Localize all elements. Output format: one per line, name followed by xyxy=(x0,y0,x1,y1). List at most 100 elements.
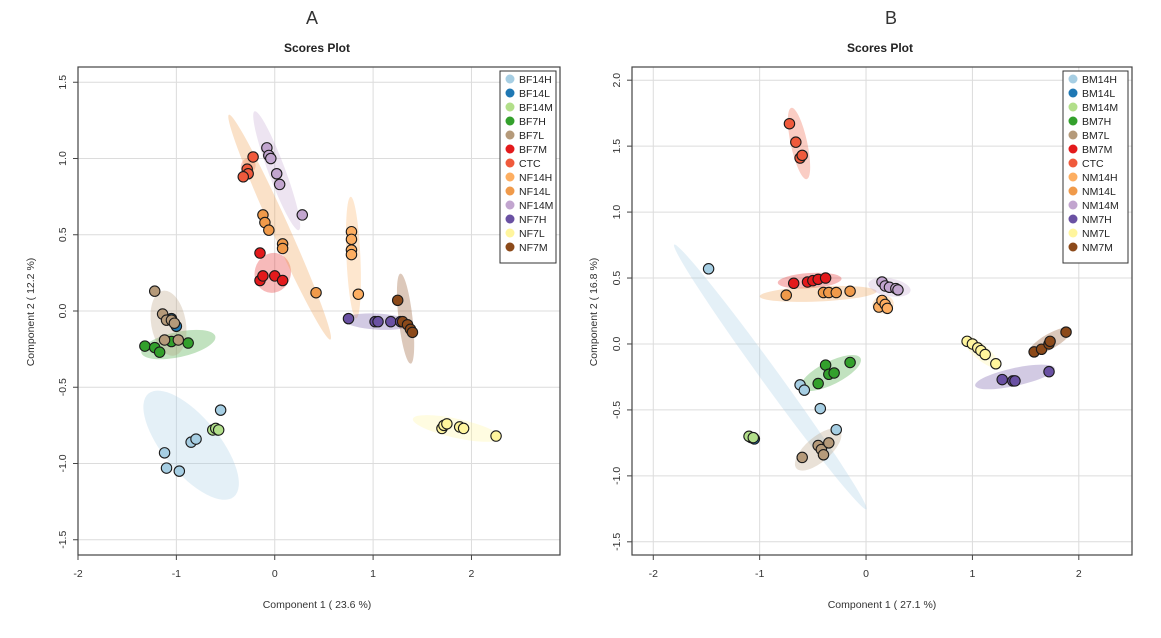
legend-label-ctc: CTC xyxy=(1082,158,1104,170)
point-bf14h xyxy=(160,462,173,474)
legend-swatch-nf7l xyxy=(505,228,515,238)
scores-plot-panel-b: B Scores Plot -2 -1 0 1 2 -1.5 -1.0 -0.5 0.0 0.5 1.0… xyxy=(588,8,1133,611)
point-bf7h xyxy=(153,346,166,358)
point-nf14l xyxy=(310,286,322,299)
legend-label-bm14l: BM14L xyxy=(1082,88,1115,100)
legend-swatch-nm14h xyxy=(1068,172,1078,182)
point-nf7l xyxy=(457,422,470,435)
point-bm7h xyxy=(828,367,840,379)
legend-label-bf14l: BF14L xyxy=(519,88,550,100)
legend-swatch-bm14h xyxy=(1068,74,1078,84)
legend-label-bf14m: BF14M xyxy=(519,102,553,114)
point-nm14m xyxy=(892,284,904,296)
legend-swatch-nf7h xyxy=(505,214,515,224)
x-axis-label: Component 1 ( 27.1 %) xyxy=(828,599,937,611)
legend-label-nm7l: NM7L xyxy=(1082,228,1110,240)
y-axis-label: Component 2 ( 16.8 %) xyxy=(588,258,600,367)
point-bm7h xyxy=(812,377,824,390)
legend-swatch-bf7m xyxy=(505,144,515,154)
legend-label-nf14m: NF14M xyxy=(519,200,553,212)
x-tick-label: -1 xyxy=(755,568,764,580)
legend-swatch-bf14m xyxy=(505,102,515,112)
legend-swatch-nf14h xyxy=(505,172,515,182)
point-bm14h xyxy=(830,423,843,436)
y-axis-label: Component 2 ( 12.2 %) xyxy=(25,258,37,367)
legend-swatch-nm14l xyxy=(1068,186,1078,196)
point-ctc xyxy=(796,149,808,162)
legend-swatch-nm7l xyxy=(1068,228,1078,238)
legend-label-nf7m: NF7M xyxy=(519,242,548,254)
legend-label-bf7m: BF7M xyxy=(519,144,547,156)
panel-label: A xyxy=(306,8,318,28)
legend-swatch-nf14l xyxy=(505,186,515,196)
legend-label-bf14h: BF14H xyxy=(519,74,552,86)
point-bf14h xyxy=(173,465,186,477)
point-bm7m xyxy=(787,277,800,290)
point-bf7l xyxy=(172,334,185,346)
x-tick-label: 1 xyxy=(970,568,976,580)
y-tick-label: 0.5 xyxy=(57,227,69,242)
point-ctc xyxy=(783,117,796,130)
legend-swatch-bm14m xyxy=(1068,102,1078,112)
legend-label-bm7m: BM7M xyxy=(1082,144,1112,156)
point-nf14m xyxy=(296,209,309,221)
legend-swatch-bf14h xyxy=(505,74,515,84)
legend-label-bf7h: BF7H xyxy=(519,116,546,128)
y-tick-label: 1.0 xyxy=(611,205,623,220)
legend-label-bm14m: BM14M xyxy=(1082,102,1118,114)
x-tick-label: -2 xyxy=(73,568,82,580)
point-ctc xyxy=(790,136,802,148)
plot-area xyxy=(673,107,1072,510)
plot-frame xyxy=(631,66,1133,556)
legend-swatch-bm7m xyxy=(1068,144,1078,154)
point-nm7m xyxy=(1060,326,1072,338)
plot-area xyxy=(139,111,502,500)
point-nm7h xyxy=(996,373,1008,386)
legend-swatch-bf14l xyxy=(505,88,515,98)
legend-label-bm7h: BM7H xyxy=(1082,116,1111,128)
legend-label-nm14m: NM14M xyxy=(1082,200,1119,212)
point-nf7l xyxy=(490,430,502,442)
point-nm14h xyxy=(881,302,894,315)
point-bf7l xyxy=(148,285,161,297)
y-tick-label: -1.0 xyxy=(57,454,69,472)
legend-label-ctc: CTC xyxy=(519,158,541,170)
point-nm7l xyxy=(979,348,991,361)
legend-swatch-bm7h xyxy=(1068,116,1078,126)
point-nf7h xyxy=(372,315,384,328)
legend-label-bm14h: BM14H xyxy=(1082,74,1117,86)
point-bf7m xyxy=(254,247,266,259)
point-nf7m xyxy=(391,294,404,307)
y-tick-label: 1.5 xyxy=(57,75,69,90)
legend-label-bf7l: BF7L xyxy=(519,130,544,142)
point-nm14l xyxy=(844,285,856,297)
x-tick-label: 2 xyxy=(1076,568,1082,580)
point-bf14m xyxy=(212,424,225,436)
point-nm7h xyxy=(1043,365,1055,378)
legend-swatch-bm14l xyxy=(1068,88,1078,98)
legend-swatch-nm7h xyxy=(1068,214,1078,224)
scores-plot-panel-a: A Scores Plot -2 -1 0 1 2 -1.5 -1.0 -0.5 0.0 0.5 1.0… xyxy=(25,8,561,611)
chart-title: Scores Plot xyxy=(284,41,350,55)
point-bm7m xyxy=(819,272,832,284)
point-bf7m xyxy=(276,274,289,287)
y-tick-label: 0.5 xyxy=(611,271,623,286)
point-nf7h xyxy=(342,312,355,325)
point-nm7m xyxy=(1044,335,1056,348)
point-ctc xyxy=(247,151,259,163)
legend-label-nf7h: NF7H xyxy=(519,214,546,226)
legend-swatch-ctc xyxy=(505,158,515,168)
point-nm7h xyxy=(1009,375,1021,387)
legend-swatch-ctc xyxy=(1068,158,1078,168)
point-nf7m xyxy=(406,326,419,339)
legend-swatch-nm14m xyxy=(1068,200,1078,210)
legend-swatch-nf7m xyxy=(505,242,515,252)
legend-label-nm7m: NM7M xyxy=(1082,242,1113,254)
point-bm14h xyxy=(814,402,827,415)
legend-label-nm7h: NM7H xyxy=(1082,214,1112,226)
confidence-ellipse-nf14l xyxy=(228,114,332,340)
legend-swatch-nf14m xyxy=(505,200,515,210)
x-tick-label: 0 xyxy=(863,568,869,580)
x-tick-label: -1 xyxy=(172,568,181,580)
